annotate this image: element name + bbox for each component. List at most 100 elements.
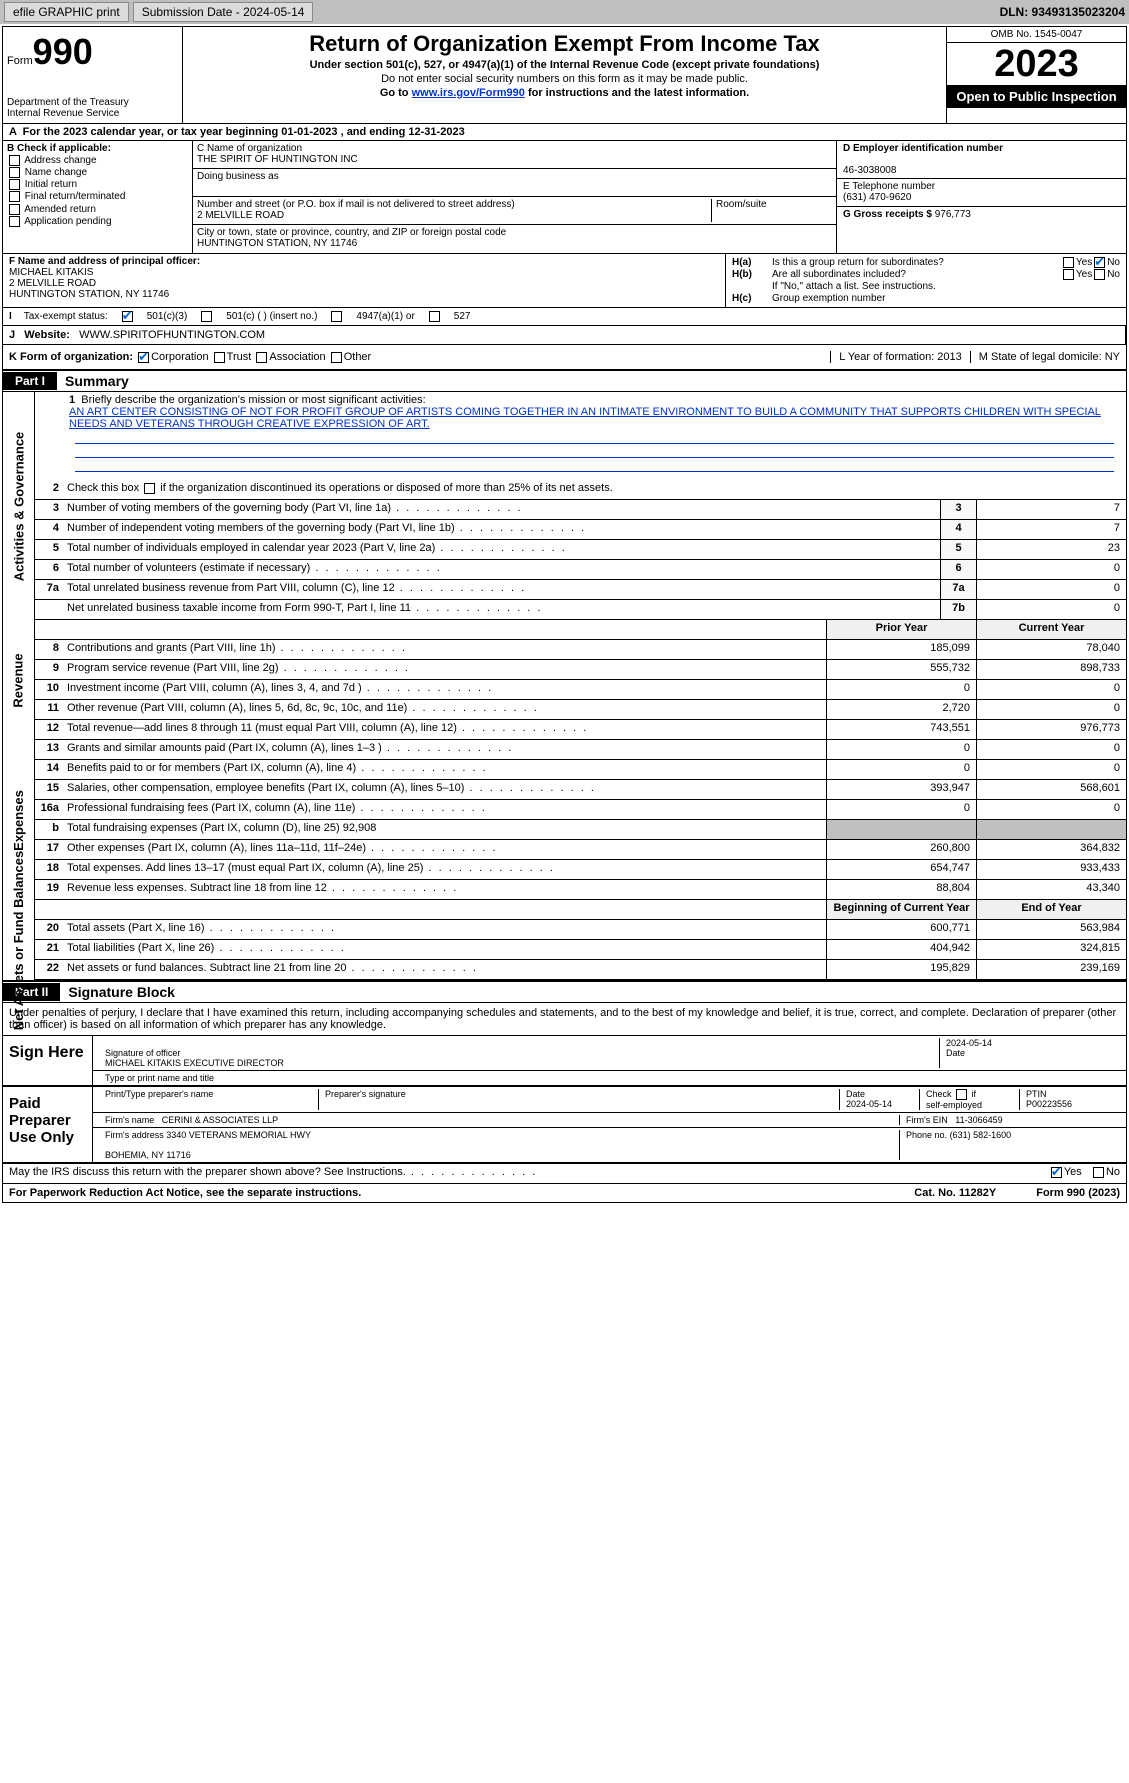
summary-line: 16aProfessional fundraising fees (Part I… bbox=[35, 800, 1126, 820]
mission-label: Briefly describe the organization's miss… bbox=[81, 394, 425, 406]
goto-post: for instructions and the latest informat… bbox=[525, 87, 749, 99]
row-a: A For the 2023 calendar year, or tax yea… bbox=[3, 124, 1126, 141]
part2-title: Signature Block bbox=[60, 982, 183, 1002]
city-label: City or town, state or province, country… bbox=[197, 227, 506, 238]
officer-name: MICHAEL KITAKIS bbox=[9, 267, 93, 278]
irs-link[interactable]: www.irs.gov/Form990 bbox=[412, 87, 525, 99]
prep-sig-label: Preparer's signature bbox=[319, 1089, 840, 1110]
section-bcd: B Check if applicable: Address change Na… bbox=[3, 141, 1126, 254]
expenses-label: Expenses bbox=[11, 790, 26, 851]
netassets-label: Net Assets or Fund Balances bbox=[11, 850, 26, 1029]
chk-amended[interactable] bbox=[9, 204, 20, 215]
street-value: 2 MELVILLE ROAD bbox=[197, 210, 284, 221]
hb-note: If "No," attach a list. See instructions… bbox=[772, 281, 936, 292]
chk-initial[interactable] bbox=[9, 179, 20, 190]
firm-ein-label: Firm's EIN bbox=[906, 1115, 948, 1125]
hb-no[interactable] bbox=[1094, 269, 1105, 280]
prep-date-label: Date bbox=[846, 1089, 865, 1099]
checkb-label: B Check if applicable: bbox=[7, 143, 111, 154]
form-990: Form990 Department of the Treasury Inter… bbox=[2, 26, 1127, 1203]
ha-yes[interactable] bbox=[1063, 257, 1074, 268]
summary-line: 8Contributions and grants (Part VIII, li… bbox=[35, 640, 1126, 660]
website-value: WWW.SPIRITOFHUNTINGTON.COM bbox=[79, 329, 265, 341]
revenue-label: Revenue bbox=[11, 653, 26, 707]
chk-527[interactable] bbox=[429, 311, 440, 322]
end-year-hdr: End of Year bbox=[976, 900, 1126, 919]
opt-501c3: 501(c)(3) bbox=[147, 311, 188, 322]
discuss-no[interactable] bbox=[1093, 1167, 1104, 1178]
chk-final[interactable] bbox=[9, 191, 20, 202]
public-inspection: Open to Public Inspection bbox=[947, 85, 1126, 108]
hb-label: Are all subordinates included? bbox=[772, 269, 1061, 280]
firm-name-label: Firm's name bbox=[105, 1115, 154, 1125]
officer-city: HUNTINGTON STATION, NY 11746 bbox=[9, 289, 169, 300]
hb-yes[interactable] bbox=[1063, 269, 1074, 280]
chk-corp[interactable] bbox=[138, 352, 149, 363]
section-fh: F Name and address of principal officer:… bbox=[3, 254, 1126, 308]
firm-name: CERINI & ASSOCIATES LLP bbox=[162, 1115, 278, 1125]
form-title: Return of Organization Exempt From Incom… bbox=[191, 31, 938, 57]
curr-year-hdr: Current Year bbox=[976, 620, 1126, 639]
netassets-section: Net Assets or Fund Balances Beginning of… bbox=[3, 900, 1126, 982]
opt-final: Final return/terminated bbox=[25, 192, 126, 203]
summary-line: 10Investment income (Part VIII, column (… bbox=[35, 680, 1126, 700]
street-label: Number and street (or P.O. box if mail i… bbox=[197, 199, 515, 210]
efile-button[interactable]: efile GRAPHIC print bbox=[4, 2, 129, 22]
blank-line bbox=[75, 444, 1114, 458]
chk-address-change[interactable] bbox=[9, 155, 20, 166]
begin-year-hdr: Beginning of Current Year bbox=[826, 900, 976, 919]
ha-no[interactable] bbox=[1094, 257, 1105, 268]
part1-tag: Part I bbox=[3, 372, 57, 390]
org-name: THE SPIRIT OF HUNTINGTON INC bbox=[197, 154, 358, 165]
gross-label: G Gross receipts $ bbox=[843, 209, 932, 220]
prep-name-label: Print/Type preparer's name bbox=[99, 1089, 319, 1110]
chk-pending[interactable] bbox=[9, 216, 20, 227]
summary-line: 14Benefits paid to or for members (Part … bbox=[35, 760, 1126, 780]
dept-treasury: Department of the Treasury bbox=[7, 97, 178, 108]
sig-officer-label: Signature of officer bbox=[105, 1048, 180, 1058]
opt-trust: Trust bbox=[227, 351, 252, 363]
summary-line: 21Total liabilities (Part X, line 26)404… bbox=[35, 940, 1126, 960]
form-header: Form990 Department of the Treasury Inter… bbox=[3, 27, 1126, 124]
summary-line: 18Total expenses. Add lines 13–17 (must … bbox=[35, 860, 1126, 880]
paperwork-notice: For Paperwork Reduction Act Notice, see … bbox=[9, 1187, 361, 1199]
chk-4947[interactable] bbox=[331, 311, 342, 322]
opt-501c: 501(c) ( ) (insert no.) bbox=[226, 311, 317, 322]
city-value: HUNTINGTON STATION, NY 11746 bbox=[197, 238, 357, 249]
officer-label: F Name and address of principal officer: bbox=[9, 256, 200, 267]
part1-header: Part I Summary bbox=[3, 371, 1126, 392]
firm-ein: 11-3066459 bbox=[955, 1115, 1002, 1125]
revenue-section: Revenue Prior YearCurrent Year 8Contribu… bbox=[3, 620, 1126, 740]
form-footer: For Paperwork Reduction Act Notice, see … bbox=[3, 1184, 1126, 1202]
sign-here-block: Sign Here Signature of officerMICHAEL KI… bbox=[3, 1036, 1126, 1087]
chk-other[interactable] bbox=[331, 352, 342, 363]
form-number: 990 bbox=[33, 31, 93, 72]
summary-line: 11Other revenue (Part VIII, column (A), … bbox=[35, 700, 1126, 720]
irs-label: Internal Revenue Service bbox=[7, 108, 178, 119]
firm-phone: (631) 582-1600 bbox=[950, 1130, 1012, 1140]
summary-line: 17Other expenses (Part IX, column (A), l… bbox=[35, 840, 1126, 860]
org-name-label: C Name of organization bbox=[197, 143, 302, 154]
chk-discontinued[interactable] bbox=[144, 483, 155, 494]
chk-501c[interactable] bbox=[201, 311, 212, 322]
phone-value: (631) 470-9620 bbox=[843, 192, 911, 203]
chk-trust[interactable] bbox=[214, 352, 225, 363]
firm-phone-label: Phone no. bbox=[906, 1130, 947, 1140]
omb-number: OMB No. 1545-0047 bbox=[947, 27, 1126, 43]
opt-4947: 4947(a)(1) or bbox=[356, 311, 414, 322]
chk-assoc[interactable] bbox=[256, 352, 267, 363]
header-sub2: Do not enter social security numbers on … bbox=[191, 73, 938, 85]
form-prefix: Form bbox=[7, 55, 33, 67]
paid-preparer-block: Paid Preparer Use Only Print/Type prepar… bbox=[3, 1087, 1126, 1164]
summary-line: 4Number of independent voting members of… bbox=[35, 520, 1126, 540]
summary-line: 19Revenue less expenses. Subtract line 1… bbox=[35, 880, 1126, 900]
opt-corp: Corporation bbox=[151, 351, 208, 363]
summary-line: 22Net assets or fund balances. Subtract … bbox=[35, 960, 1126, 980]
chk-self-employed[interactable] bbox=[956, 1089, 967, 1100]
chk-name-change[interactable] bbox=[9, 167, 20, 178]
discuss-yes[interactable] bbox=[1051, 1167, 1062, 1178]
ptin-value: P00223556 bbox=[1026, 1099, 1072, 1109]
chk-501c3[interactable] bbox=[122, 311, 133, 322]
summary-line: 5Total number of individuals employed in… bbox=[35, 540, 1126, 560]
officer-sig-name: MICHAEL KITAKIS EXECUTIVE DIRECTOR bbox=[105, 1058, 284, 1068]
